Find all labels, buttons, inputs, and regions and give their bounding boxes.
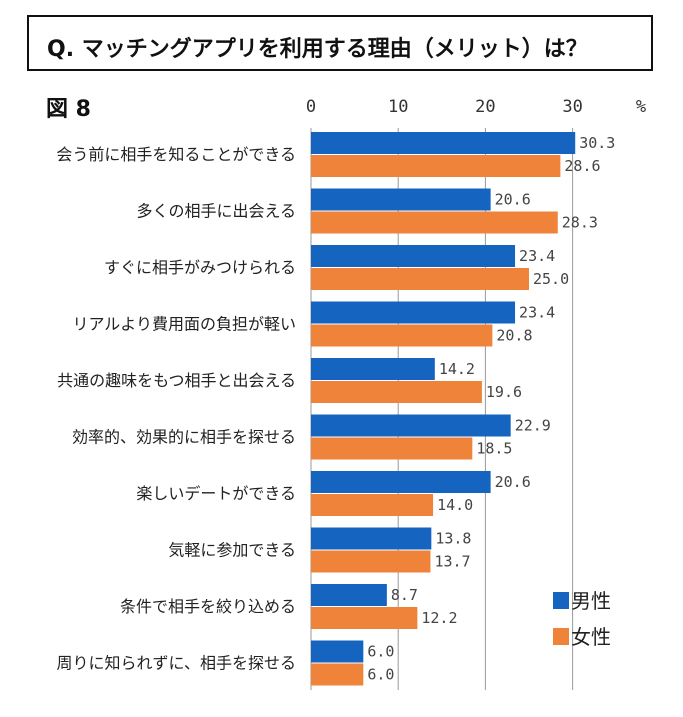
- bar-male: [311, 301, 516, 324]
- data-label: 14.0: [437, 496, 473, 514]
- legend-label: 女性: [571, 625, 611, 649]
- data-label: 6.0: [367, 643, 394, 661]
- bar-female: [311, 607, 418, 629]
- category-label: 周りに知られずに、相手を探せる: [56, 654, 296, 673]
- data-label: 20.6: [495, 473, 531, 491]
- x-tick-label: 0: [306, 97, 316, 117]
- bar-male: [311, 358, 435, 380]
- data-label: 28.6: [564, 157, 600, 175]
- bar-male: [311, 471, 491, 493]
- bar-female: [311, 663, 364, 686]
- data-label: 8.7: [391, 586, 418, 604]
- bar-female: [311, 550, 431, 573]
- category-label: 会う前に相手を知ることができる: [56, 145, 296, 164]
- data-label: 6.0: [367, 666, 394, 684]
- figure-label: 図 8: [46, 97, 91, 122]
- category-label: 多くの相手に出会える: [136, 202, 296, 221]
- title-box: Q. マッチングアプリを利用する理由（メリット）は？: [27, 15, 653, 71]
- bar-male: [311, 527, 432, 550]
- bar-male: [311, 640, 364, 663]
- bar-male: [311, 414, 511, 437]
- legend-swatch: [553, 592, 569, 609]
- data-label: 23.4: [519, 304, 555, 322]
- bar-male: [311, 245, 516, 267]
- bar-female: [311, 211, 558, 234]
- bar-female: [311, 268, 529, 290]
- category-label: すぐに相手がみつけられる: [104, 258, 296, 277]
- bar-female: [311, 381, 482, 403]
- data-label: 14.2: [439, 360, 475, 378]
- unit-label: %: [636, 97, 646, 117]
- data-label: 12.2: [421, 609, 457, 627]
- bar-female: [311, 155, 561, 177]
- category-label: 共通の趣味をもつ相手と出会える: [57, 371, 296, 390]
- data-label: 30.3: [579, 134, 615, 152]
- bar-female: [311, 494, 434, 516]
- chart-title: Q. マッチングアプリを利用する理由（メリット）は？: [47, 37, 588, 62]
- bar-male: [311, 584, 387, 606]
- data-label: 25.0: [533, 270, 569, 288]
- category-label: リアルより費用面の負担が軽い: [72, 315, 296, 334]
- x-tick-label: 10: [388, 97, 408, 117]
- data-label: 19.6: [486, 383, 522, 401]
- legend-swatch: [553, 628, 569, 645]
- legend-label: 男性: [571, 589, 611, 613]
- category-label: 楽しいデートができる: [136, 484, 296, 503]
- data-label: 18.5: [476, 440, 512, 458]
- data-label: 20.8: [496, 327, 532, 345]
- data-label: 13.8: [435, 530, 471, 548]
- x-tick-label: 30: [562, 97, 582, 117]
- bar-male: [311, 132, 576, 154]
- category-label: 気軽に参加できる: [168, 541, 296, 560]
- bar-male: [311, 188, 491, 211]
- data-label: 20.6: [495, 191, 531, 209]
- category-label: 条件で相手を絞り込める: [120, 597, 296, 616]
- data-label: 28.3: [562, 214, 598, 232]
- data-label: 23.4: [519, 247, 555, 265]
- category-label: 効率的、効果的に相手を探せる: [72, 428, 296, 447]
- data-label: 22.9: [515, 417, 551, 435]
- bar-female: [311, 437, 473, 460]
- x-tick-label: 20: [475, 97, 495, 117]
- data-label: 13.7: [434, 553, 470, 571]
- bar-female: [311, 324, 493, 347]
